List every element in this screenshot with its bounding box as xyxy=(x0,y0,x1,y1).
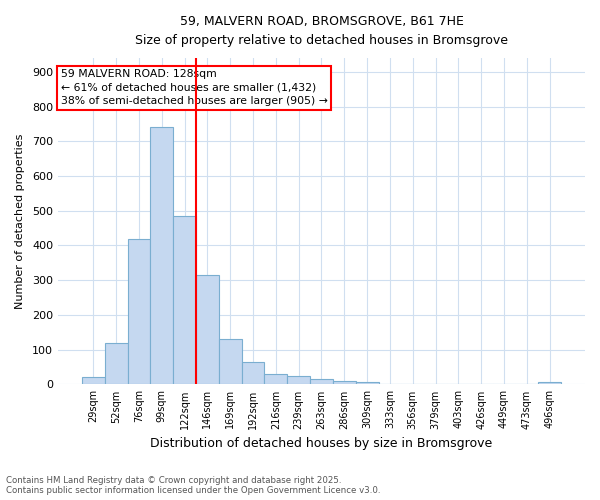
Bar xyxy=(356,382,379,384)
Bar xyxy=(105,342,128,384)
Bar xyxy=(151,128,173,384)
Bar xyxy=(287,376,310,384)
Bar xyxy=(196,275,219,384)
Bar xyxy=(265,374,287,384)
Bar xyxy=(310,379,333,384)
Bar xyxy=(82,378,105,384)
Bar xyxy=(128,238,151,384)
Text: 59 MALVERN ROAD: 128sqm
← 61% of detached houses are smaller (1,432)
38% of semi: 59 MALVERN ROAD: 128sqm ← 61% of detache… xyxy=(61,70,328,106)
Title: 59, MALVERN ROAD, BROMSGROVE, B61 7HE
Size of property relative to detached hous: 59, MALVERN ROAD, BROMSGROVE, B61 7HE Si… xyxy=(135,15,508,47)
Bar xyxy=(538,382,561,384)
Bar xyxy=(242,362,265,384)
Bar xyxy=(219,340,242,384)
X-axis label: Distribution of detached houses by size in Bromsgrove: Distribution of detached houses by size … xyxy=(151,437,493,450)
Bar xyxy=(173,216,196,384)
Y-axis label: Number of detached properties: Number of detached properties xyxy=(15,134,25,309)
Bar xyxy=(333,381,356,384)
Text: Contains HM Land Registry data © Crown copyright and database right 2025.
Contai: Contains HM Land Registry data © Crown c… xyxy=(6,476,380,495)
